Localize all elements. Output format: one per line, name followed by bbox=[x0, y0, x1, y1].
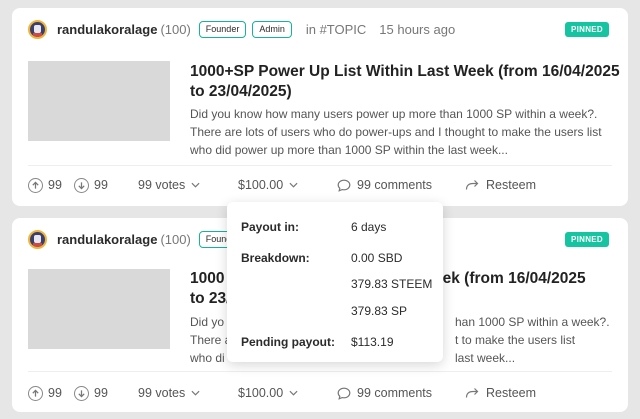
post-card: randulakoralage (100) Founder Admin in #… bbox=[12, 8, 628, 206]
payout-amount: $100.00 bbox=[238, 178, 284, 192]
breakdown-sp: 379.83 SP bbox=[351, 304, 408, 318]
comment-icon bbox=[337, 179, 351, 192]
excerpt-fragment: last week... bbox=[455, 351, 516, 365]
author-reputation: (100) bbox=[160, 21, 191, 37]
upvote-icon bbox=[28, 177, 43, 193]
comments-button[interactable]: 99 comments bbox=[337, 386, 432, 400]
upvote-button[interactable]: 99 bbox=[28, 385, 62, 401]
divider bbox=[28, 165, 612, 166]
downvote-count: 99 bbox=[94, 178, 108, 192]
post-title[interactable]: 1000 eek (from 16/04/2025 to 23/ bbox=[190, 269, 620, 309]
payout-dropdown-toggle[interactable]: $100.00 bbox=[238, 178, 298, 192]
chevron-down-icon bbox=[289, 390, 298, 396]
avatar[interactable] bbox=[28, 19, 47, 39]
resteem-label: Resteem bbox=[486, 386, 537, 400]
resteem-icon bbox=[465, 388, 479, 398]
excerpt-fragment: han 1000 SP within a week?. bbox=[455, 315, 610, 329]
author-reputation: (100) bbox=[160, 231, 191, 247]
post-excerpt[interactable]: Did you know how many users power up mor… bbox=[190, 107, 602, 157]
divider bbox=[28, 371, 612, 372]
payout-in-label: Payout in: bbox=[241, 220, 300, 234]
breakdown-label: Breakdown: bbox=[241, 251, 310, 265]
upvote-count: 99 bbox=[48, 386, 62, 400]
payout-dropdown-toggle[interactable]: $100.00 bbox=[238, 386, 298, 400]
downvote-icon bbox=[74, 177, 89, 193]
upvote-button[interactable]: 99 bbox=[28, 177, 62, 193]
post-header: randulakoralage (100) Founder bbox=[28, 229, 247, 249]
resteem-button[interactable]: Resteem bbox=[465, 178, 536, 192]
post-actions: 99 99 99 votes $100.00 99 comments Reste… bbox=[28, 174, 618, 196]
chevron-down-icon bbox=[191, 182, 200, 188]
post-thumbnail[interactable] bbox=[28, 269, 170, 349]
pending-payout-value: $113.19 bbox=[351, 335, 394, 349]
payout-in-value: 6 days bbox=[351, 220, 387, 234]
post-excerpt[interactable]: Did yo There a who di han 1000 SP within… bbox=[190, 313, 620, 369]
breakdown-steem: 379.83 STEEM bbox=[351, 277, 433, 291]
votes-count: 99 votes bbox=[138, 178, 186, 192]
pending-payout-label: Pending payout: bbox=[241, 335, 335, 349]
excerpt-fragment: t to make the users list bbox=[455, 333, 576, 347]
resteem-button[interactable]: Resteem bbox=[465, 386, 536, 400]
post-header: randulakoralage (100) Founder Admin in #… bbox=[28, 19, 455, 39]
upvote-icon bbox=[28, 385, 43, 401]
breakdown-sbd: 0.00 SBD bbox=[351, 251, 403, 265]
post-actions: 99 99 99 votes $100.00 99 comments Reste… bbox=[28, 382, 618, 404]
downvote-button[interactable]: 99 bbox=[74, 385, 108, 401]
payout-amount: $100.00 bbox=[238, 386, 284, 400]
author-name[interactable]: randulakoralage bbox=[57, 231, 158, 247]
post-time: 15 hours ago bbox=[379, 21, 456, 37]
post-title[interactable]: 1000+SP Power Up List Within Last Week (… bbox=[190, 63, 620, 100]
resteem-icon bbox=[465, 180, 479, 190]
founder-badge: Founder bbox=[198, 20, 247, 38]
comments-count: 99 comments bbox=[357, 178, 433, 192]
admin-badge: Admin bbox=[252, 20, 292, 38]
chevron-down-icon bbox=[191, 390, 200, 396]
post-title-part: to 23/ bbox=[190, 290, 231, 307]
comments-count: 99 comments bbox=[357, 386, 433, 400]
post-thumbnail[interactable] bbox=[28, 61, 170, 141]
downvote-count: 99 bbox=[94, 386, 108, 400]
votes-dropdown[interactable]: 99 votes bbox=[138, 386, 200, 400]
author-name[interactable]: randulakoralage bbox=[57, 21, 158, 37]
excerpt-fragment: Did yo bbox=[190, 315, 225, 329]
excerpt-fragment: who di bbox=[190, 351, 225, 365]
votes-dropdown[interactable]: 99 votes bbox=[138, 178, 200, 192]
pinned-badge: PINNED bbox=[564, 232, 609, 247]
comment-icon bbox=[337, 387, 351, 400]
chevron-down-icon bbox=[289, 182, 298, 188]
excerpt-fragment: There a bbox=[190, 333, 232, 347]
pinned-badge: PINNED bbox=[564, 22, 609, 37]
post-title-part: 1000 bbox=[190, 270, 225, 287]
avatar[interactable] bbox=[28, 229, 47, 249]
payout-dropdown: Payout in: 6 days Breakdown: 0.00 SBD 37… bbox=[227, 202, 443, 362]
comments-button[interactable]: 99 comments bbox=[337, 178, 432, 192]
community-link[interactable]: in #TOPIC bbox=[305, 21, 367, 37]
resteem-label: Resteem bbox=[486, 178, 537, 192]
upvote-count: 99 bbox=[48, 178, 62, 192]
downvote-button[interactable]: 99 bbox=[74, 177, 108, 193]
votes-count: 99 votes bbox=[138, 386, 186, 400]
downvote-icon bbox=[74, 385, 89, 401]
post-title-part: eek (from 16/04/2025 bbox=[434, 270, 586, 287]
